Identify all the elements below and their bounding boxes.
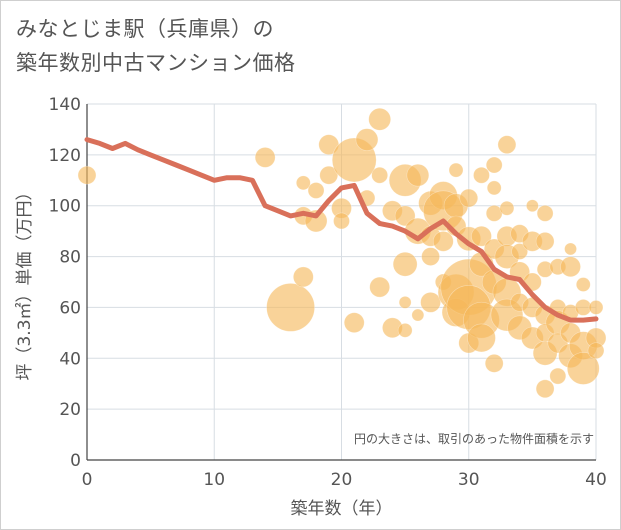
data-point: [432, 231, 454, 252]
data-point: [511, 243, 528, 260]
y-tick-label: 140: [49, 95, 81, 115]
data-point: [485, 156, 503, 174]
data-point: [397, 323, 413, 338]
data-point: [421, 247, 440, 266]
data-point: [588, 300, 604, 315]
data-point: [560, 256, 581, 278]
data-point: [484, 354, 504, 373]
y-tick-label: 40: [59, 349, 81, 369]
data-point: [411, 308, 425, 322]
x-tick-label: 0: [82, 470, 93, 490]
data-point: [564, 242, 577, 256]
data-point: [355, 128, 379, 151]
x-tick-label: 20: [331, 470, 353, 490]
chart-title: みなとじま駅（兵庫県）の 築年数別中古マンション価格: [16, 12, 296, 80]
data-point: [467, 323, 496, 353]
data-point: [448, 162, 464, 178]
y-tick-label: 20: [59, 400, 81, 420]
data-point: [77, 165, 97, 185]
data-point: [473, 166, 490, 184]
data-point: [535, 232, 555, 251]
data-point: [549, 367, 567, 385]
y-tick-label: 0: [70, 451, 81, 471]
data-point: [369, 276, 390, 298]
data-point: [398, 296, 412, 309]
data-point: [420, 292, 441, 313]
data-point: [535, 379, 555, 399]
data-point: [333, 212, 350, 230]
data-point: [536, 205, 554, 222]
size-note: 円の大きさは、取引のあった物件面積を示す: [354, 431, 594, 446]
data-point: [392, 251, 418, 277]
data-point: [406, 163, 430, 187]
chart-title-line-2: 築年数別中古マンション価格: [16, 51, 296, 75]
y-tick-label: 60: [59, 298, 81, 318]
data-point: [566, 352, 600, 385]
data-point: [471, 225, 492, 247]
bubble-group: [77, 107, 607, 399]
data-point: [343, 312, 365, 333]
data-point: [368, 107, 391, 131]
x-axis-label: 築年数（年）: [291, 499, 393, 519]
y-tick-label: 100: [49, 197, 81, 217]
data-point: [371, 166, 388, 184]
data-point: [575, 277, 591, 292]
data-point: [499, 200, 515, 216]
x-tick-label: 10: [203, 470, 225, 490]
data-point: [254, 147, 276, 168]
y-tick-label: 120: [49, 146, 81, 166]
data-point: [307, 182, 325, 199]
x-tick-label: 30: [458, 470, 480, 490]
data-point: [526, 199, 539, 213]
data-point: [459, 188, 479, 208]
y-tick-label: 80: [59, 248, 81, 268]
data-point: [319, 165, 339, 185]
data-point: [587, 342, 605, 359]
data-point: [296, 175, 311, 191]
data-point: [497, 135, 517, 154]
x-tick-label: 40: [585, 470, 607, 490]
data-point: [486, 180, 502, 196]
trend-line: [84, 137, 599, 323]
y-axis-label: 坪（3.3㎡）単価（万円）: [15, 183, 35, 380]
data-point: [293, 266, 314, 288]
data-point: [266, 283, 315, 332]
chart-title-line-1: みなとじま駅（兵庫県）の: [16, 17, 274, 41]
